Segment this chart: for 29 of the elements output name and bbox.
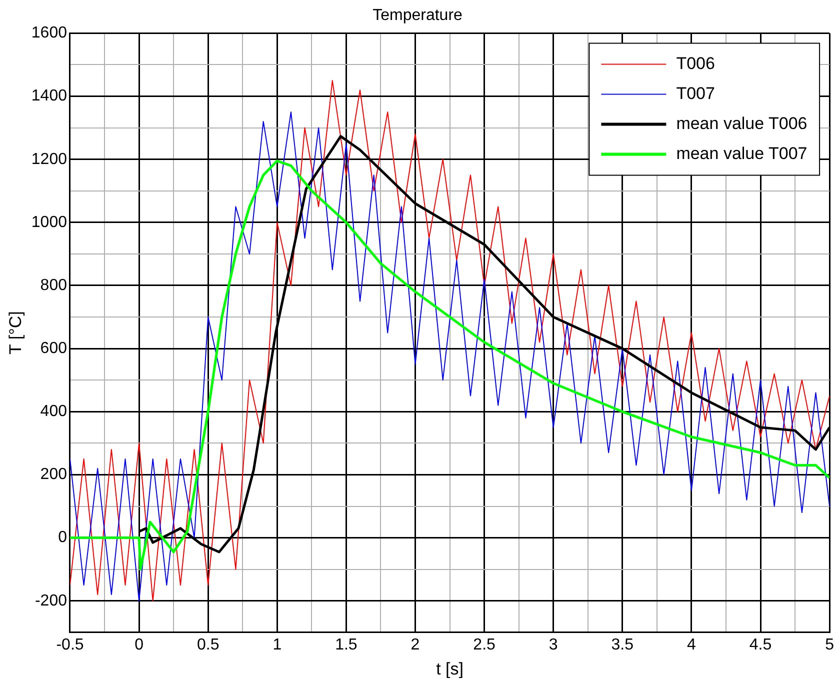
- y-tick-label: 1400: [31, 88, 68, 105]
- y-tick-label: 800: [40, 276, 68, 294]
- legend-label: T007: [676, 84, 715, 103]
- x-tick-label: 5: [825, 636, 834, 654]
- x-tick-label: 4: [686, 636, 696, 654]
- legend-label: mean value T007: [676, 144, 808, 163]
- x-tick-label: 4.5: [749, 636, 772, 654]
- x-tick-label: 3: [548, 636, 558, 654]
- legend-label: mean value T006: [676, 114, 808, 133]
- y-tick-label: 600: [40, 340, 68, 357]
- x-tick-label: 2.5: [473, 636, 496, 654]
- y-axis-title: T [°C]: [6, 311, 25, 354]
- y-tick-label: -200: [34, 592, 68, 610]
- y-tick-label: 1000: [31, 214, 68, 231]
- x-tick-label: 3.5: [611, 636, 634, 654]
- x-tick-label: 1.5: [335, 636, 358, 654]
- x-tick-label: 0: [134, 636, 144, 654]
- x-tick-label: 2: [410, 636, 420, 654]
- y-tick-label: 200: [40, 466, 68, 484]
- y-tick-label: 1200: [31, 150, 68, 168]
- y-tick-label: 0: [58, 529, 68, 546]
- y-tick-label: 400: [40, 403, 68, 420]
- x-tick-label: 1: [272, 636, 282, 654]
- x-tick-label: 0.5: [196, 636, 220, 654]
- x-axis-title: t [s]: [436, 659, 464, 678]
- legend-label: T006: [676, 54, 715, 73]
- x-tick-label: -0.5: [56, 636, 84, 654]
- y-tick-label: 1600: [31, 24, 68, 42]
- chart-title: Temperature: [372, 7, 463, 24]
